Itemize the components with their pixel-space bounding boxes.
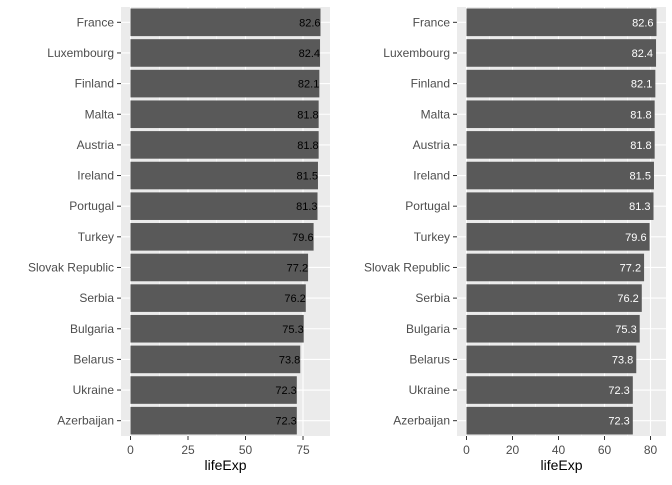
category-tick-label: Luxembourg — [383, 46, 450, 60]
category-tick-label: Finland — [411, 77, 450, 91]
bar-value-label: 81.5 — [630, 171, 651, 183]
bar — [466, 345, 637, 374]
bar-value-label: 82.6 — [632, 17, 653, 29]
bar — [466, 253, 645, 282]
bar-value-label: 81.3 — [296, 201, 317, 213]
category-tick-label: Malta — [421, 107, 451, 121]
chart-panel-2: 82.6 France 82.4 Luxembourg 82.1 Finland 81.8 M… — [364, 7, 666, 473]
category-tick-label: Azerbaijan — [393, 414, 450, 428]
bar — [466, 406, 633, 435]
bar-value-label: 82.1 — [631, 79, 652, 91]
bar — [466, 131, 655, 159]
bar-value-label: 73.8 — [279, 354, 300, 366]
category-tick-label: Azerbaijan — [57, 414, 114, 428]
x-tick-label: 25 — [181, 443, 195, 457]
x-tick-label: 50 — [239, 443, 253, 457]
bar — [130, 284, 306, 312]
bar — [466, 69, 656, 98]
bar-value-label: 76.2 — [284, 293, 305, 305]
category-tick-label: Slovak Republic — [364, 260, 450, 274]
category-tick-label: Belarus — [409, 352, 450, 366]
bar — [130, 406, 297, 435]
bar — [466, 376, 633, 404]
bar — [130, 131, 319, 159]
bar-value-label: 72.3 — [608, 385, 629, 397]
x-tick-label: 0 — [463, 443, 470, 457]
bar-value-label: 79.6 — [292, 232, 313, 244]
category-tick-label: Finland — [75, 77, 114, 91]
category-tick-label: Turkey — [414, 230, 450, 244]
category-tick-label: Slovak Republic — [28, 260, 114, 274]
bar — [130, 100, 319, 129]
bar — [466, 100, 655, 129]
bar-value-label: 72.3 — [275, 416, 296, 428]
bar-value-label: 81.8 — [630, 109, 651, 121]
bar — [130, 376, 297, 404]
x-axis-title: lifeExp — [204, 457, 246, 473]
category-tick-label: France — [413, 15, 451, 29]
bar — [130, 345, 301, 374]
category-tick-label: Turkey — [78, 230, 114, 244]
bar-value-label: 77.2 — [620, 262, 641, 274]
category-tick-label: Bulgaria — [70, 322, 114, 336]
bar-value-label: 82.1 — [298, 79, 319, 91]
x-tick-label: 0 — [127, 443, 134, 457]
category-tick-label: Austria — [413, 138, 451, 152]
chart-panel-1: 82.6 France 82.4 Luxembourg 82.1 Finland 81.8 M… — [28, 7, 330, 473]
x-tick-label: 60 — [598, 443, 612, 457]
bar-value-label: 73.8 — [612, 354, 633, 366]
bar-value-label: 75.3 — [615, 324, 636, 336]
bar — [130, 253, 309, 282]
bar — [466, 314, 640, 343]
x-tick-label: 75 — [296, 443, 310, 457]
category-tick-label: Belarus — [73, 352, 114, 366]
x-axis-title: lifeExp — [540, 457, 582, 473]
bar — [466, 161, 654, 190]
bar — [130, 161, 318, 190]
bar-value-label: 75.3 — [282, 324, 303, 336]
bar-value-label: 81.8 — [297, 109, 318, 121]
bar-value-label: 82.4 — [632, 48, 653, 60]
x-tick-label: 20 — [506, 443, 520, 457]
category-tick-label: Austria — [77, 138, 115, 152]
category-tick-label: Luxembourg — [47, 46, 114, 60]
bar — [130, 8, 321, 37]
category-tick-label: Ukraine — [409, 383, 451, 397]
bar-value-label: 82.4 — [299, 48, 320, 60]
bar-value-label: 81.8 — [630, 140, 651, 152]
category-tick-label: Portugal — [405, 199, 450, 213]
bar — [130, 223, 314, 251]
bar — [466, 223, 650, 251]
bar-value-label: 76.2 — [617, 293, 638, 305]
bar-value-label: 77.2 — [287, 262, 308, 274]
bar-value-label: 81.3 — [629, 201, 650, 213]
category-tick-label: Serbia — [79, 291, 114, 305]
category-tick-label: France — [77, 15, 115, 29]
bar — [466, 8, 657, 37]
bar-value-label: 82.6 — [299, 17, 320, 29]
category-tick-label: Bulgaria — [406, 322, 450, 336]
x-tick-label: 40 — [552, 443, 566, 457]
bar — [466, 284, 642, 312]
bar — [466, 192, 654, 220]
bar — [130, 39, 321, 67]
category-tick-label: Ireland — [413, 169, 450, 183]
category-tick-label: Serbia — [415, 291, 450, 305]
bar-value-label: 81.8 — [297, 140, 318, 152]
x-tick-label: 80 — [644, 443, 658, 457]
category-tick-label: Malta — [85, 107, 115, 121]
bar — [130, 192, 318, 220]
bar — [130, 69, 320, 98]
bar — [130, 314, 304, 343]
bar — [466, 39, 657, 67]
category-tick-label: Ukraine — [73, 383, 115, 397]
bar-value-label: 72.3 — [275, 385, 296, 397]
bar-value-label: 72.3 — [608, 416, 629, 428]
category-tick-label: Ireland — [77, 169, 114, 183]
category-tick-label: Portugal — [69, 199, 114, 213]
bar-value-label: 81.5 — [297, 171, 318, 183]
bar-value-label: 79.6 — [625, 232, 646, 244]
